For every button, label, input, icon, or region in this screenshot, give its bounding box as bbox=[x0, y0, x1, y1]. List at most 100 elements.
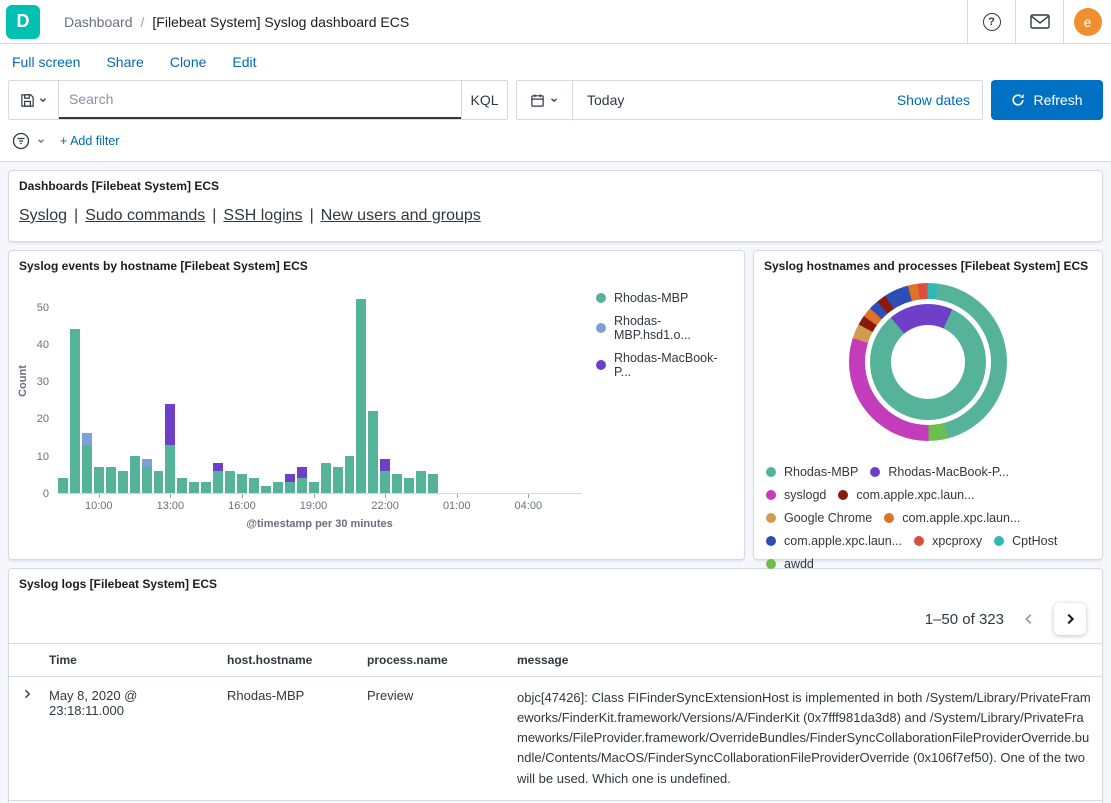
legend-item[interactable]: com.apple.xpc.laun... bbox=[884, 511, 1020, 525]
kql-button[interactable]: KQL bbox=[461, 81, 507, 119]
legend-item[interactable]: Rhodas-MBP bbox=[766, 465, 858, 479]
bar-segment bbox=[380, 459, 390, 470]
bar bbox=[58, 478, 68, 493]
user-menu-button[interactable]: e bbox=[1063, 0, 1111, 43]
x-tick-label: 13:00 bbox=[157, 500, 185, 512]
x-tick-mark bbox=[385, 494, 386, 498]
row-expand-button[interactable] bbox=[17, 688, 33, 700]
date-quick-select-button[interactable] bbox=[517, 81, 573, 119]
legend-dot bbox=[870, 467, 880, 477]
legend-item[interactable]: syslogd bbox=[766, 488, 826, 502]
bar bbox=[154, 471, 164, 493]
chevron-down-icon bbox=[38, 95, 48, 105]
x-tick-label: 16:00 bbox=[228, 500, 256, 512]
bar-segment bbox=[118, 471, 128, 493]
refresh-button[interactable]: Refresh bbox=[991, 80, 1103, 120]
share-button[interactable]: Share bbox=[106, 54, 143, 70]
bar bbox=[321, 463, 331, 493]
legend-label: Rhodas-MacBook-P... bbox=[614, 351, 726, 379]
legend-label: Rhodas-MBP bbox=[614, 291, 688, 305]
bar bbox=[142, 459, 152, 493]
breadcrumb-dashboard-link[interactable]: Dashboard bbox=[64, 14, 133, 30]
x-tick-label: 04:00 bbox=[515, 500, 543, 512]
bar bbox=[189, 482, 199, 493]
link-syslog[interactable]: Syslog bbox=[19, 207, 67, 224]
bar bbox=[285, 474, 295, 493]
filter-bar: + Add filter bbox=[0, 128, 1111, 162]
legend-item[interactable]: Rhodas-MacBook-P... bbox=[596, 351, 726, 379]
hostnames-processes-panel: Syslog hostnames and processes [Filebeat… bbox=[753, 250, 1103, 560]
bar bbox=[225, 471, 235, 493]
search-group: KQL bbox=[8, 80, 508, 120]
link-sudo-commands[interactable]: Sudo commands bbox=[85, 207, 205, 224]
legend-item[interactable]: com.apple.xpc.laun... bbox=[766, 534, 902, 548]
bar bbox=[201, 482, 211, 493]
newsfeed-button[interactable] bbox=[1015, 0, 1063, 43]
bar bbox=[404, 478, 414, 493]
legend-item[interactable]: CptHost bbox=[994, 534, 1057, 548]
legend-dot bbox=[766, 467, 776, 477]
bar bbox=[213, 463, 223, 493]
donut-chart-title: Syslog hostnames and processes [Filebeat… bbox=[754, 251, 1102, 273]
refresh-label: Refresh bbox=[1033, 92, 1082, 108]
x-tick-mark bbox=[528, 494, 529, 498]
x-tick-mark bbox=[242, 494, 243, 498]
legend-item[interactable]: xpcproxy bbox=[914, 534, 982, 548]
filter-icon[interactable] bbox=[12, 132, 30, 150]
bar bbox=[273, 482, 283, 493]
bar bbox=[70, 329, 80, 493]
breadcrumb-separator: / bbox=[141, 14, 145, 30]
date-range-value[interactable]: Today bbox=[573, 92, 638, 108]
previous-page-button[interactable] bbox=[1018, 608, 1040, 630]
saved-query-button[interactable] bbox=[9, 81, 59, 119]
bar bbox=[82, 433, 92, 493]
legend-item[interactable]: awdd bbox=[766, 557, 814, 571]
bar-segment bbox=[285, 482, 295, 493]
help-button[interactable]: ? bbox=[967, 0, 1015, 43]
date-picker: Today Show dates bbox=[516, 80, 983, 120]
y-tick-label: 40 bbox=[37, 339, 49, 351]
bar-segment bbox=[297, 478, 307, 493]
chevron-down-icon[interactable] bbox=[36, 136, 46, 146]
bar-segment bbox=[130, 456, 140, 493]
next-page-button[interactable] bbox=[1054, 603, 1086, 635]
bar-segment bbox=[356, 299, 366, 493]
x-tick-mark bbox=[170, 494, 171, 498]
legend-item[interactable]: Google Chrome bbox=[766, 511, 872, 525]
legend-dot bbox=[766, 559, 776, 569]
logs-table: Time host.hostname process.name message … bbox=[9, 643, 1102, 803]
x-tick-mark bbox=[457, 494, 458, 498]
bar-segment bbox=[142, 459, 152, 466]
x-tick-label: 19:00 bbox=[300, 500, 328, 512]
legend-item[interactable]: Rhodas-MBP bbox=[596, 291, 726, 305]
page-title: [Filebeat System] Syslog dashboard ECS bbox=[152, 14, 409, 30]
bar-chart-title: Syslog events by hostname [Filebeat Syst… bbox=[9, 251, 744, 273]
bar-segment bbox=[309, 482, 319, 493]
add-filter-button[interactable]: + Add filter bbox=[60, 134, 119, 148]
legend-item[interactable]: Rhodas-MBP.hsd1.o... bbox=[596, 314, 726, 342]
link-ssh-logins[interactable]: SSH logins bbox=[223, 207, 302, 224]
column-message: message bbox=[509, 644, 1102, 677]
legend-dot bbox=[914, 536, 924, 546]
clone-button[interactable]: Clone bbox=[170, 54, 207, 70]
legend-item[interactable]: com.apple.xpc.laun... bbox=[838, 488, 974, 502]
search-input[interactable] bbox=[59, 81, 461, 119]
bar bbox=[345, 456, 355, 493]
query-bar: KQL Today Show dates Refresh bbox=[0, 80, 1111, 128]
legend-item[interactable]: Rhodas-MacBook-P... bbox=[870, 465, 1009, 479]
bar-segment bbox=[106, 467, 116, 493]
show-dates-button[interactable]: Show dates bbox=[885, 92, 982, 108]
edit-button[interactable]: Edit bbox=[232, 54, 256, 70]
link-separator: | bbox=[212, 207, 216, 224]
bar bbox=[237, 474, 247, 493]
bar-chart: Count 01020304050 10:0013:0016:0019:0022… bbox=[15, 275, 590, 545]
bar bbox=[165, 404, 175, 493]
bar-segment bbox=[213, 463, 223, 470]
full-screen-button[interactable]: Full screen bbox=[12, 54, 80, 70]
markdown-panel: Dashboards [Filebeat System] ECS Syslog|… bbox=[8, 170, 1103, 242]
legend-label: Rhodas-MBP bbox=[784, 465, 858, 479]
link-new-users-groups[interactable]: New users and groups bbox=[321, 207, 481, 224]
legend-label: syslogd bbox=[784, 488, 826, 502]
breadcrumb: Dashboard / [Filebeat System] Syslog das… bbox=[64, 14, 409, 30]
app-logo[interactable]: D bbox=[6, 5, 40, 39]
